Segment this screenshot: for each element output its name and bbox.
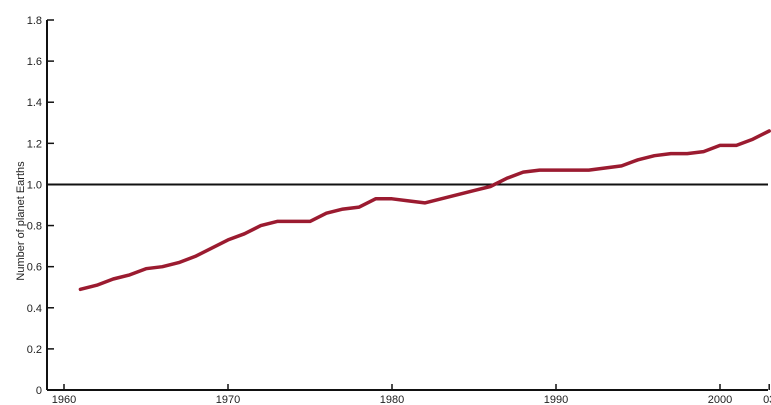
y-tick-label: 1.0 bbox=[27, 179, 42, 191]
y-tick-label: 1.6 bbox=[27, 56, 42, 68]
y-tick-label: 1.8 bbox=[27, 15, 42, 27]
y-axis-title: Number of planet Earths bbox=[15, 161, 27, 281]
y-tick-label: 0 bbox=[36, 385, 42, 397]
series-line bbox=[78, 129, 771, 292]
y-tick-label: 1.4 bbox=[27, 97, 42, 109]
y-tick-label: 0.2 bbox=[27, 344, 42, 356]
y-tick-label: 0.8 bbox=[27, 221, 42, 233]
x-tick-label: 2000 bbox=[708, 394, 732, 405]
x-axis-ticks: 1960 1970 1980 1990 2000 03 bbox=[52, 384, 771, 405]
x-tick-label: 1990 bbox=[544, 394, 568, 405]
x-tick-label: 1980 bbox=[380, 394, 404, 405]
x-tick-label: 03 bbox=[763, 394, 771, 405]
y-axis-ticks: 0 0.2 0.4 0.6 0.8 1.0 1.2 1.4 1.6 1.8 bbox=[27, 15, 54, 397]
y-tick-label: 1.2 bbox=[27, 138, 42, 150]
x-tick-label: 1970 bbox=[216, 394, 240, 405]
x-tick-label: 1960 bbox=[52, 394, 76, 405]
y-tick-label: 0.6 bbox=[27, 262, 42, 274]
y-tick-label: 0.4 bbox=[27, 303, 42, 315]
